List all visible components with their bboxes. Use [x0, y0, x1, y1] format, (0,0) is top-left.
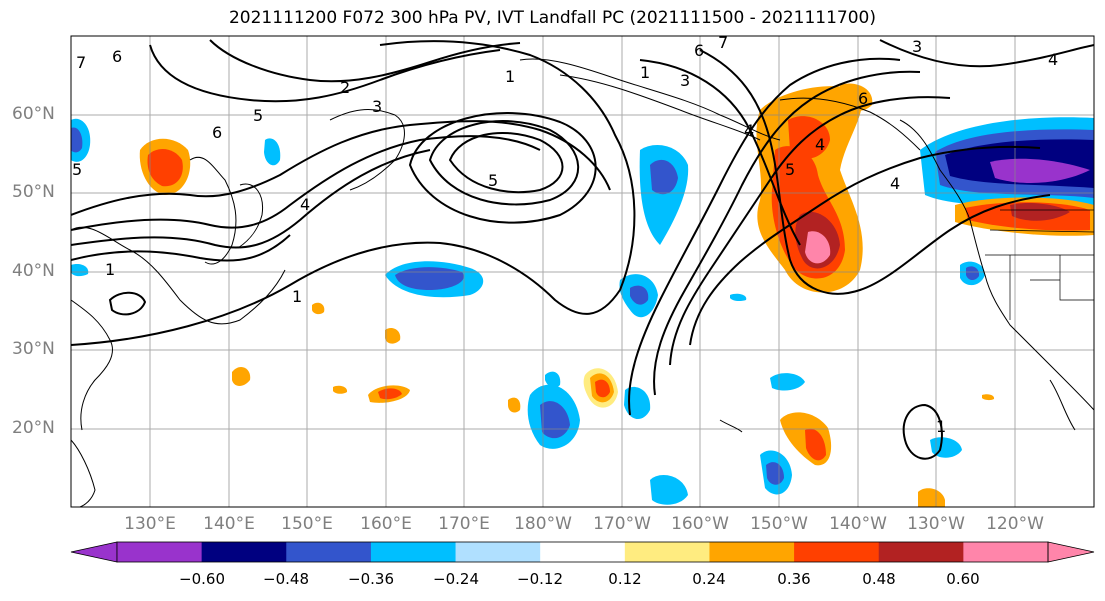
lon-label: 140°E [203, 514, 255, 534]
lon-label: 160°E [360, 514, 412, 534]
lat-label: 30°N [12, 339, 55, 359]
colorbar-tick-label: −0.60 [179, 570, 225, 588]
graticule [71, 36, 1094, 507]
lon-label: 170°W [593, 514, 651, 534]
contour-label: 5 [253, 106, 263, 125]
contour-label: 1 [292, 287, 302, 306]
map-title: 2021111200 F072 300 hPa PV, IVT Landfall… [228, 8, 876, 28]
contour-label: 7 [76, 53, 86, 72]
contour-label: 1 [936, 417, 946, 436]
colorbar-bin [370, 542, 457, 562]
colorbar-bin [794, 542, 880, 562]
colorbar-tick-label: 0.36 [777, 570, 811, 588]
lat-label: 20°N [12, 418, 55, 438]
contour-label: 2 [340, 78, 350, 97]
lon-label: 180°W [514, 514, 572, 534]
lon-label: 130°E [124, 514, 176, 534]
lat-label: 60°N [12, 104, 55, 124]
colorbar-tick-label: 0.48 [862, 570, 896, 588]
colorbar-tick-label: 0.12 [608, 570, 642, 588]
colorbar-bin [878, 542, 964, 562]
colorbar-tick-label: 0.24 [692, 570, 726, 588]
colorbar-extend-min [70, 541, 118, 563]
contour-label: 4 [744, 121, 754, 140]
lon-label: 120°W [986, 514, 1044, 534]
lat-label: 50°N [12, 182, 55, 202]
lon-label: 160°W [671, 514, 729, 534]
contour-label: 6 [858, 89, 868, 108]
lat-label: 40°N [12, 261, 55, 281]
contour-label: 5 [488, 171, 498, 190]
contour-label: 4 [300, 195, 310, 214]
lon-label: 140°W [829, 514, 887, 534]
contour-label: 1 [105, 260, 115, 279]
lon-label: 150°W [750, 514, 808, 534]
colorbar-bin [540, 542, 626, 562]
colorbar-bin [709, 542, 795, 562]
contour-label: 4 [815, 135, 825, 154]
contour-label: 6 [694, 41, 704, 60]
contour-label: 3 [680, 71, 690, 90]
colorbar-bin [286, 542, 372, 562]
plot-frame [70, 35, 1095, 508]
colorbar [70, 541, 1095, 563]
contour-label: 3 [912, 37, 922, 56]
contour-label: 4 [1048, 50, 1058, 69]
lon-label: 170°E [438, 514, 490, 534]
contour-label: 3 [372, 97, 382, 116]
colorbar-bin [455, 542, 541, 562]
contour-label: 1 [505, 67, 515, 86]
colorbar-bin [963, 542, 1049, 562]
contour-label: 5 [785, 160, 795, 179]
colorbar-tick-label: −0.24 [433, 570, 479, 588]
lon-label: 130°W [907, 514, 965, 534]
contour-label: 6 [112, 47, 122, 66]
political-borders [985, 209, 1094, 320]
contour-label: 1 [640, 63, 650, 82]
contour-label: 4 [890, 174, 900, 193]
pv-contours [71, 39, 1094, 460]
lon-label: 150°E [281, 514, 333, 534]
contour-labels: 6 7 2 1 3 5 6 5 4 1 5 1 6 7 3 4 6 4 4 5 … [72, 33, 1058, 436]
colorbar-bin [624, 542, 710, 562]
colorbar-tick-label: −0.36 [348, 570, 394, 588]
contour-label: 5 [72, 160, 82, 179]
colorbar-bin [201, 542, 287, 562]
colorbar-tick-label: −0.48 [263, 570, 309, 588]
colorbar-bin [117, 542, 203, 562]
contour-label: 7 [718, 33, 728, 52]
colorbar-tick-label: 0.60 [946, 570, 980, 588]
colorbar-extend-max [1047, 541, 1095, 563]
colorbar-tick-label: −0.12 [517, 570, 563, 588]
contour-label: 6 [212, 123, 222, 142]
colorbar-frame [116, 541, 1049, 563]
pv-anomaly-shading [71, 83, 1094, 507]
